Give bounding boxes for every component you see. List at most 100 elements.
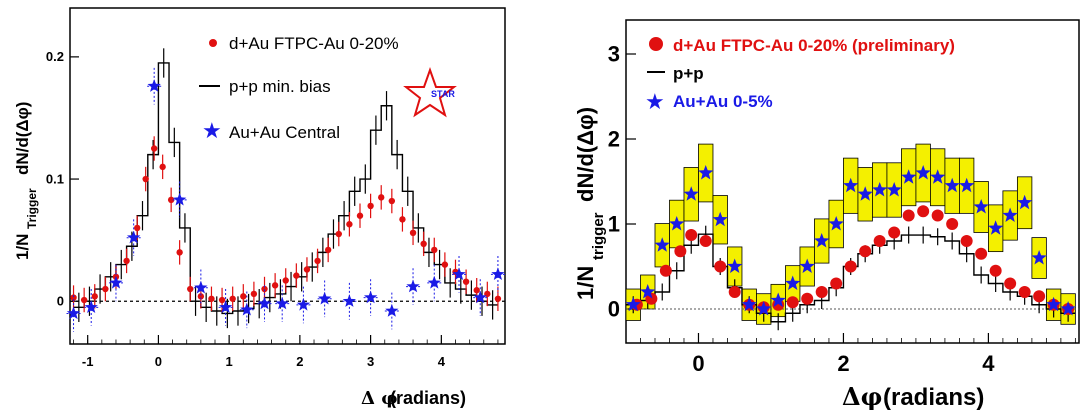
dau-data-point	[208, 295, 215, 302]
x-tick-label: 3	[367, 354, 374, 369]
dau-data-point	[989, 264, 1002, 277]
dau-data-point	[218, 296, 226, 304]
y-tick-label: 2	[608, 126, 620, 151]
legend-pp-label: p+p min. bias	[229, 77, 331, 96]
star-logo: STAR	[403, 66, 457, 118]
y-tick-label: 0	[608, 296, 620, 321]
legend-blue-star-icon: ★	[645, 90, 665, 115]
auau-data-point	[194, 280, 208, 294]
dau-data-point	[303, 266, 311, 273]
auau-data-point	[427, 275, 441, 289]
auau-data-point	[406, 279, 420, 293]
dau-data-point	[946, 218, 959, 230]
auau-data-point	[296, 297, 311, 311]
auau-data-point	[473, 290, 487, 304]
dau-data-point	[229, 295, 236, 302]
auau-data-point	[1017, 194, 1033, 210]
dau-data-point	[714, 260, 727, 273]
dau-data-point	[346, 221, 353, 228]
auau-data-point	[147, 79, 161, 92]
dau-data-point	[1018, 286, 1031, 298]
dau-data-point	[378, 194, 385, 201]
dau-data-point	[159, 163, 166, 171]
dau-data-point	[473, 287, 480, 294]
dau-data-point	[80, 296, 88, 304]
auau-data-point	[886, 182, 902, 197]
dau-data-point	[462, 278, 470, 285]
right-axis-ticks: 0 2 4 0 1 2 3	[608, 41, 1076, 376]
auau-data-point	[173, 192, 187, 206]
auau-data-point	[872, 182, 888, 197]
dau-data-point	[91, 293, 98, 300]
auau-data-point	[240, 302, 254, 316]
pp-histogram-line	[626, 233, 1076, 323]
auau-data-point	[785, 275, 801, 290]
left-dau-points	[70, 136, 502, 313]
dau-data-point	[685, 229, 698, 242]
auau-data-point	[1046, 296, 1062, 312]
auau-data-point	[712, 211, 728, 227]
left-x-axis-label: (radians)	[390, 388, 466, 408]
dau-data-point	[293, 272, 300, 279]
right-y-label-main: 1/N	[573, 266, 598, 300]
auau-data-point	[1060, 301, 1076, 316]
dau-data-point	[261, 285, 268, 293]
dau-data-point	[1004, 277, 1017, 290]
auau-data-point	[741, 296, 757, 312]
x-tick-label: 4	[438, 354, 446, 369]
auau-data-point	[452, 267, 466, 280]
y-tick-label: 0.2	[46, 49, 64, 64]
dau-data-point	[314, 257, 321, 265]
auau-data-point	[901, 169, 917, 184]
right-legend: d+Au FTPC-Au 0-20% (preliminary) p+p ★ A…	[645, 36, 955, 115]
dau-data-point	[123, 257, 130, 265]
right-x-axis-label: (radians)	[883, 384, 984, 411]
legend-dau-label: d+Au FTPC-Au 0-20%	[229, 34, 399, 53]
legend-red-marker	[209, 39, 217, 47]
dau-data-point	[142, 175, 149, 183]
dau-data-point	[975, 247, 988, 260]
auau-data-point	[640, 284, 656, 299]
auau-data-point	[698, 165, 714, 180]
dau-data-point	[859, 245, 872, 258]
auau-data-point	[959, 177, 975, 193]
auau-data-point	[625, 296, 641, 312]
legend-auau-label: Au+Au 0-5%	[673, 92, 773, 111]
auau-data-point	[66, 306, 81, 320]
dau-data-point	[102, 285, 109, 293]
auau-data-point	[84, 300, 98, 313]
y-tick-label: 1	[608, 211, 620, 236]
dau-data-point	[441, 261, 449, 268]
dau-data-point	[659, 264, 672, 277]
auau-data-point	[843, 177, 859, 193]
right-auau-points	[625, 165, 1076, 316]
left-plot-frame	[69, 7, 506, 345]
dau-data-point	[830, 277, 843, 290]
dau-data-point	[197, 293, 205, 300]
y-tick-label: 0	[57, 294, 64, 309]
left-axis-ticks: -1 0 1 2 3 4 0 0.1 0.2	[46, 49, 499, 369]
right-y-label-rest: dN/d(Δφ)	[573, 107, 598, 202]
auau-data-point	[342, 294, 356, 307]
star-logo-text: STAR	[431, 89, 455, 99]
dau-data-point	[786, 296, 799, 309]
dau-data-point	[815, 286, 828, 298]
dau-data-point	[271, 282, 279, 289]
dau-data-point	[494, 295, 502, 302]
left-y-label-main: 1/N	[13, 234, 32, 260]
x-tick-label: 2	[837, 351, 849, 376]
dau-data-point	[356, 212, 364, 219]
left-chart: -1 0 1 2 3 4 0 0.1 0.2 d+Au FTPC-Au 0-20% p+p mi…	[13, 7, 506, 409]
right-chart: 0 2 4 0 1 2 3 d+Au FTPC-Au 0-20% (preliminary)…	[573, 19, 1080, 411]
dau-data-point	[699, 235, 712, 247]
auau-data-point	[814, 233, 830, 248]
dau-data-point	[176, 249, 183, 256]
auau-data-point	[318, 291, 332, 305]
dau-data-point	[420, 240, 427, 248]
left-auau-points	[66, 67, 505, 332]
dau-data-point	[250, 290, 258, 298]
legend-blue-star-icon: ★	[202, 119, 222, 144]
left-y-axis-label: 1/N Trigger dN/d(Δφ)	[13, 102, 39, 260]
auau-data-point	[799, 258, 815, 273]
